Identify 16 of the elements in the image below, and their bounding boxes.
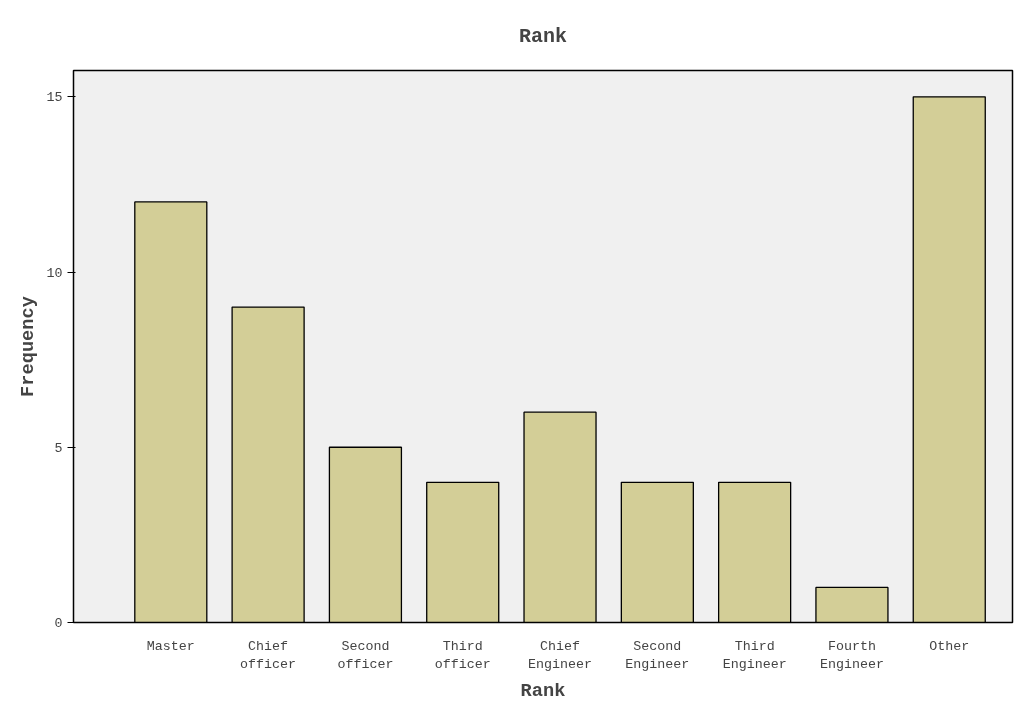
y-tick-label: 5 xyxy=(54,440,63,456)
y-tick-label: 10 xyxy=(46,265,63,281)
x-axis-title: Rank xyxy=(520,679,566,702)
x-tick-label: Chief officer xyxy=(240,638,297,672)
x-tick-label: Third officer xyxy=(434,638,491,672)
x-tick-label: Master xyxy=(146,638,195,654)
y-axis-title: Frequency xyxy=(16,296,39,397)
y-tick-label: 0 xyxy=(54,616,63,631)
chart-title: Rank xyxy=(519,25,568,48)
x-tick-label: Other xyxy=(929,638,970,654)
x-tick-label: Second Engineer xyxy=(625,638,690,672)
x-tick-label: Second officer xyxy=(337,638,394,672)
x-tick-label: Chief Engineer xyxy=(528,638,593,672)
x-tick-label: Third Engineer xyxy=(722,638,787,672)
x-tick-label: Fourth Engineer xyxy=(819,638,884,672)
y-tick-label: 15 xyxy=(46,90,63,106)
